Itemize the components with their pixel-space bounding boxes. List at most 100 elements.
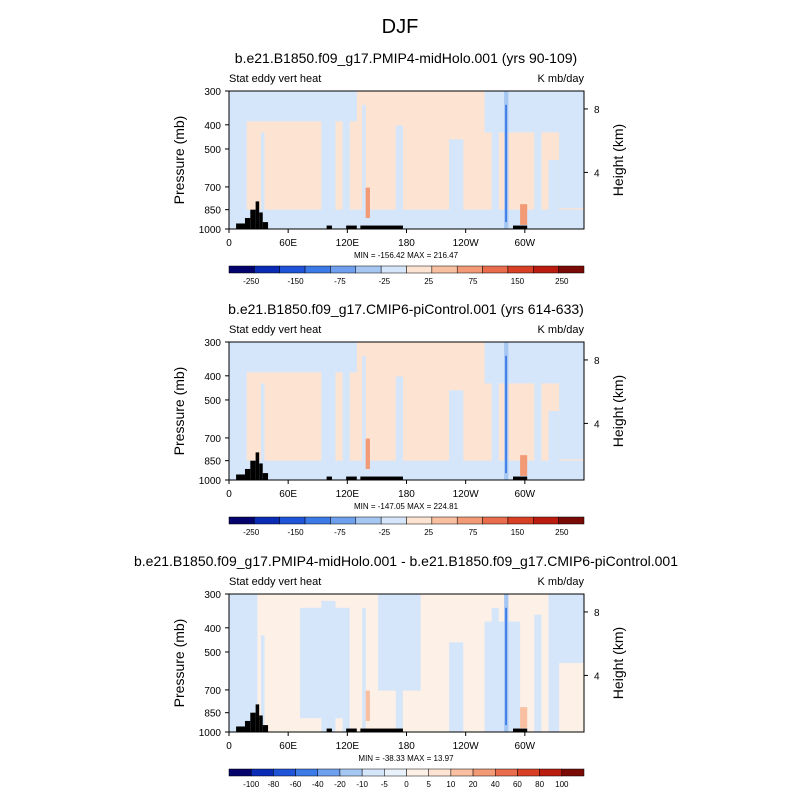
positive-core xyxy=(365,438,370,469)
topography-block xyxy=(255,452,260,480)
x-tick-label: 60E xyxy=(279,741,297,752)
colorbar-box xyxy=(304,516,331,525)
contour-field xyxy=(229,594,584,732)
topography-block xyxy=(513,476,528,480)
colorbar-box xyxy=(355,516,382,525)
topography-block xyxy=(250,209,256,229)
positive-core xyxy=(365,690,370,721)
negative-region xyxy=(559,91,584,209)
colorbar-box xyxy=(228,516,255,525)
figure-title: DJF xyxy=(382,16,419,38)
negative-streak xyxy=(321,97,336,229)
topography-block xyxy=(255,704,260,732)
negative-region xyxy=(559,342,584,460)
colorbar-box xyxy=(533,265,559,274)
colorbar-label: -75 xyxy=(334,277,346,286)
colorbar-label: -80 xyxy=(268,780,280,789)
negative-streak xyxy=(236,369,240,480)
negative-streak xyxy=(236,621,240,732)
y-tick-label: 300 xyxy=(204,338,221,349)
colorbar-box xyxy=(495,768,518,777)
colorbar-label: 40 xyxy=(491,780,500,789)
negative-region xyxy=(229,594,258,732)
x-tick-label: 180 xyxy=(398,741,415,752)
colorbar-box xyxy=(558,516,585,525)
y-tick-label: 500 xyxy=(204,648,221,659)
colorbar-label: 0 xyxy=(404,780,409,789)
topography-block xyxy=(236,726,245,732)
colorbar-box xyxy=(428,768,452,777)
y-right-tick-label: 4 xyxy=(594,671,600,682)
y-axis-label: Pressure (mb) xyxy=(171,619,187,708)
negative-streak xyxy=(260,132,265,229)
y-right-axis-label: Height (km) xyxy=(610,124,626,196)
colorbar-box xyxy=(450,768,474,777)
topography-block xyxy=(346,728,357,732)
colorbar-box xyxy=(330,516,357,525)
negative-streak xyxy=(260,383,265,480)
colorbar-label: 10 xyxy=(446,780,455,789)
colorbar-box xyxy=(361,768,385,777)
y-tick-label: 500 xyxy=(204,145,221,156)
x-tick-label: 0 xyxy=(226,741,232,752)
topography-block xyxy=(244,217,251,229)
colorbar-label: 25 xyxy=(424,277,433,286)
colorbar-box xyxy=(339,768,363,777)
panels: b.e21.B1850.f09_g17.PMIP4-midHolo.001 (y… xyxy=(134,50,678,789)
colorbar-box xyxy=(380,265,407,274)
colorbar-label: -250 xyxy=(243,528,260,537)
colorbar-box xyxy=(295,768,318,777)
y-tick-label: 1000 xyxy=(199,476,222,487)
colorbar-box xyxy=(228,768,252,777)
panel-title: b.e21.B1850.f09_g17.PMIP4-midHolo.001 (y… xyxy=(235,50,577,66)
colorbar-label: 25 xyxy=(424,528,433,537)
colorbar-box xyxy=(355,265,382,274)
colorbar-label: 250 xyxy=(555,528,569,537)
y-tick-label: 300 xyxy=(204,87,221,98)
topography-block xyxy=(346,225,357,229)
negative-streak xyxy=(548,663,560,732)
colorbar-box xyxy=(273,768,296,777)
topography-block xyxy=(326,728,332,732)
colorbar-label: -20 xyxy=(334,780,346,789)
x-tick-label: 60W xyxy=(515,741,536,752)
negative-streak xyxy=(449,139,464,229)
colorbar-box xyxy=(304,265,331,274)
negative-streak xyxy=(395,125,403,229)
y-right-tick-label: 8 xyxy=(594,356,600,367)
negative-streak xyxy=(342,104,350,229)
x-tick-label: 60E xyxy=(279,238,297,249)
colorbar-label: -150 xyxy=(288,528,305,537)
topography-block xyxy=(326,225,332,229)
topography xyxy=(236,201,528,229)
colorbar-label: -10 xyxy=(356,780,368,789)
contour-field xyxy=(229,91,584,229)
negative-streak xyxy=(321,600,336,732)
x-tick-label: 0 xyxy=(226,238,232,249)
y-right-tick-label: 4 xyxy=(594,419,600,430)
colorbar-box xyxy=(533,516,559,525)
topography-block xyxy=(244,468,251,480)
panel-left-label: Stat eddy vert heat xyxy=(229,73,321,85)
negative-streak xyxy=(548,411,560,480)
stats-label: MIN = -38.33 MAX = 13.97 xyxy=(358,754,454,763)
colorbar-box xyxy=(254,265,280,274)
colorbar-label: -40 xyxy=(312,780,324,789)
topography-block xyxy=(513,728,528,732)
panel-left-label: Stat eddy vert heat xyxy=(229,324,321,336)
colorbar-label: 150 xyxy=(511,528,525,537)
topography-block xyxy=(262,222,269,229)
topography-block xyxy=(360,225,403,229)
negative-region xyxy=(229,460,584,480)
colorbar-label: -60 xyxy=(290,780,302,789)
y-tick-label: 850 xyxy=(204,709,221,720)
colorbar-label: 250 xyxy=(555,277,569,286)
positive-core xyxy=(365,187,370,218)
negative-streak xyxy=(362,355,366,480)
colorbar-box xyxy=(384,768,407,777)
negative-streak xyxy=(534,614,542,732)
colorbar-box xyxy=(539,768,563,777)
topography-block xyxy=(250,712,256,732)
topography-block xyxy=(346,476,357,480)
colorbar: -100 -80 -60 -40 -20 -10 -5 0 5 10 20 40 60 80 100 xyxy=(228,768,585,789)
